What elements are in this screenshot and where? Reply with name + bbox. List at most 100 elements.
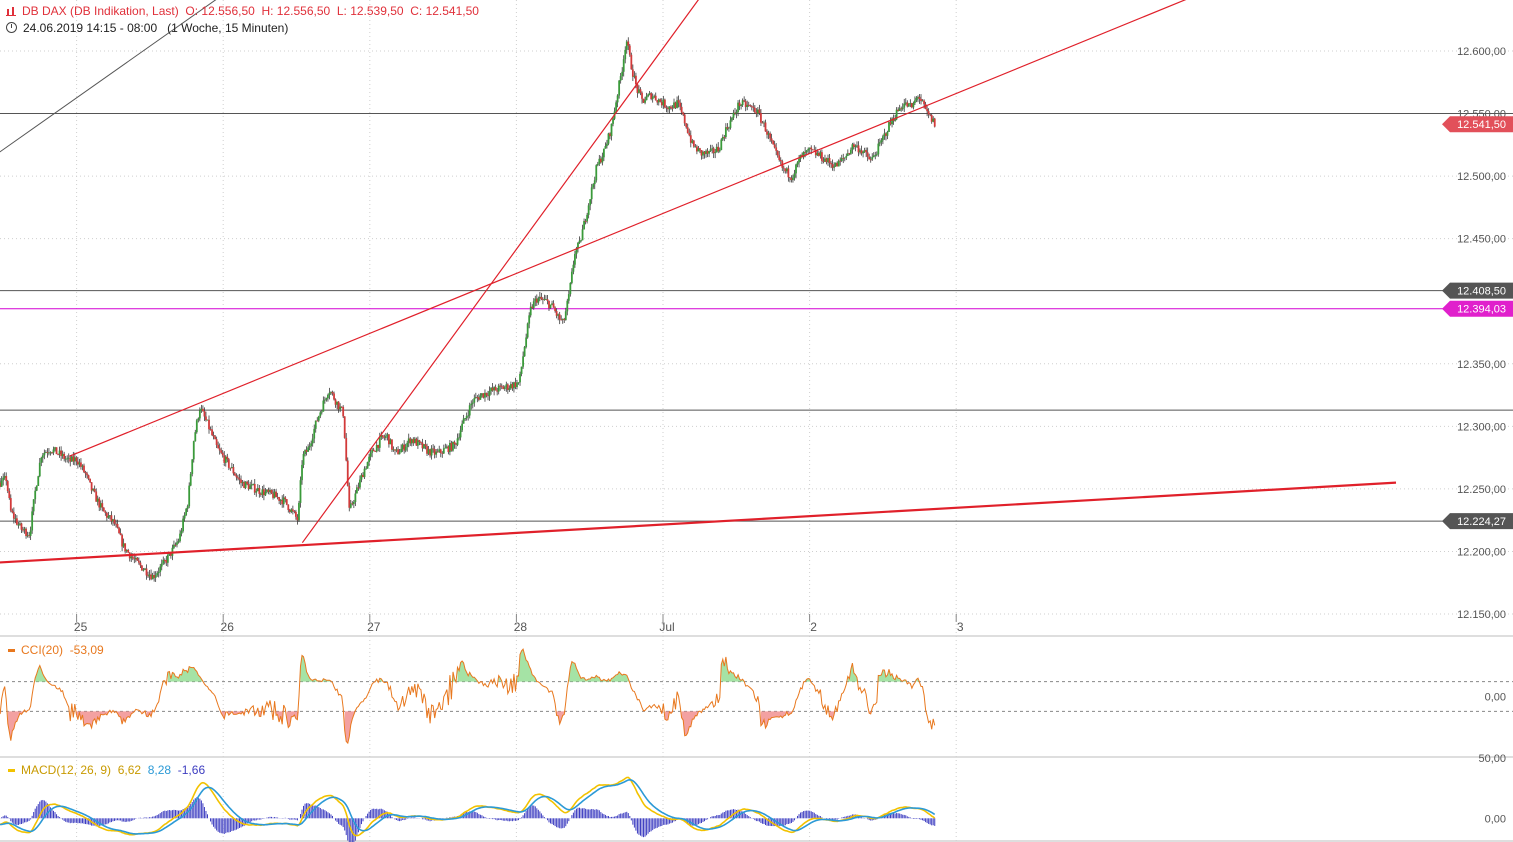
candle-body [16,518,18,525]
time-tick-label: 27 [367,620,381,634]
time-tick-label: 25 [74,620,88,634]
candle-body [641,92,643,99]
candle-body [436,451,439,453]
candle-body [145,568,148,576]
candle-body [554,307,557,312]
candle-body [320,411,323,413]
candle-body [8,491,11,499]
candle-body [607,133,610,144]
candle-body [32,499,35,512]
candle-body [552,303,555,308]
time-tick-label: 2 [810,620,817,634]
candle-body [194,432,197,442]
candle-body [46,452,49,454]
candle-body [441,452,444,454]
macd-value: 6,62 [117,763,142,777]
candle-body [653,95,656,97]
candle-body [227,459,230,468]
candle-body [205,416,207,421]
candle-body [837,160,840,167]
candle-body [738,102,741,106]
db-logo-icon [6,6,16,16]
candle-body [192,441,195,460]
candle-body [827,157,829,163]
candle-body [337,401,340,410]
candle-body [92,489,95,491]
price-level-tag-bg [1442,282,1513,299]
candle-body [660,101,663,106]
candle-body [804,151,807,153]
candle-body [558,314,561,320]
candle-body [895,109,898,120]
candle-body [816,153,819,156]
candle-body [235,475,238,478]
price-tick-label: 12.150,00 [1457,609,1506,621]
candle-body [831,164,834,168]
macd-legend[interactable]: MACD(12, 26, 9) 6,62 8,28 -1,66 [8,763,205,777]
candle-body [810,147,813,150]
candle-body [784,168,787,172]
candle-body [189,473,192,486]
candle-body [584,221,587,222]
candle-body [212,435,215,437]
cci-overbought-fill [167,666,205,682]
candle-body [578,240,581,243]
candle-body [833,166,836,168]
candle-body [195,420,198,433]
candle-body [122,543,125,547]
candle-body [723,136,726,138]
candle-body [586,214,589,222]
candle-body [464,418,467,419]
chart-header-range: 24.06.2019 14:15 - 08:00 (1 Woche, 15 Mi… [6,21,288,35]
candle-body [48,452,50,454]
candle-body [572,264,575,272]
candle-body [177,541,180,543]
candle-body [169,552,172,556]
candle-body [2,477,5,481]
candle-body [253,483,256,493]
candle-body [112,519,114,522]
candle-body [682,112,685,115]
candle-body [319,412,322,417]
candle-body [616,95,619,103]
candle-body [362,474,364,478]
candle-body [505,384,508,388]
candle-body [43,452,46,456]
cci-legend[interactable]: CCI(20) -53,09 [8,643,104,657]
candle-body [575,248,578,255]
candle-body [395,449,398,451]
candle-body [433,449,436,455]
candle-body [523,347,526,357]
candle-body [670,106,672,109]
candle-body [435,451,438,455]
candle-body [526,323,529,338]
macd-line [0,776,936,837]
candle-body [180,531,183,534]
candle-body [447,446,450,453]
candle-body [671,108,674,109]
candle-body [880,140,883,143]
price-level-tag-bg [1442,300,1513,317]
candle-body [509,384,512,389]
trendlines[interactable] [0,0,1397,566]
candle-body [494,387,497,391]
price-level-tag: 12.224,27 [1442,513,1513,530]
candle-body [749,105,752,106]
candle-body [589,199,592,206]
candle-body [517,382,520,384]
candle-body [482,393,485,398]
candle-body [779,159,782,162]
candle-body [865,150,868,153]
candle-body [694,146,697,148]
candle-body [285,499,288,505]
candle-body [287,504,290,511]
candle-body [81,465,84,467]
candle-body [87,475,90,479]
candle-body [668,106,671,110]
candle-body [567,294,570,301]
candle-body [34,490,37,500]
candle-body [715,146,718,153]
candle-body [459,430,462,438]
chart-header-title: DB DAX (DB Indikation, Last) O: 12.556,5… [6,4,479,18]
